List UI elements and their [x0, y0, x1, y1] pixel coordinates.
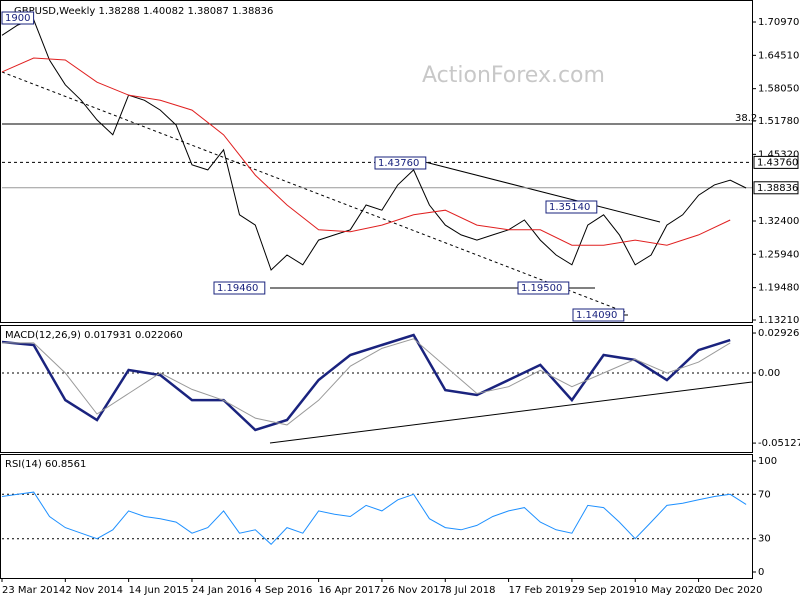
rsi-pane	[0, 454, 753, 579]
fib-label: 38.2	[735, 113, 757, 124]
y-tick-label: 1.25940	[758, 249, 799, 260]
pane-title: MACD(12,26,9) 0.017931 0.022060	[5, 330, 183, 341]
series-line	[1, 57, 731, 246]
level-label: 1.38836	[757, 183, 798, 194]
annotation-box	[572, 308, 625, 322]
x-tick-label: 16 Apr 2017	[319, 585, 381, 596]
macd-pane	[0, 325, 753, 453]
x-tick-label: 24 Jan 2016	[192, 585, 252, 596]
y-tick-label: 1.58050	[758, 84, 799, 95]
series-line	[1, 491, 747, 546]
series-line	[2, 338, 731, 426]
y-tick-label: -0.051279	[758, 438, 800, 449]
y-tick-label: 1.51780	[758, 116, 799, 127]
annotation: 1.19500	[521, 283, 562, 294]
annotation: 1900	[5, 13, 30, 24]
x-tick-label: 2 Nov 2014	[65, 585, 123, 596]
x-tick-label: 8 Jul 2018	[445, 585, 495, 596]
pane-frames	[0, 0, 753, 579]
y-tick-label: 1.64510	[758, 50, 799, 61]
y-tick-label: 1.45320	[758, 149, 799, 160]
y-tick-label: 30	[758, 534, 771, 545]
x-tick-label: 29 Sep 2019	[572, 585, 635, 596]
y-tick-label: 0.00	[758, 368, 780, 379]
y-tick-label: 0	[758, 567, 764, 578]
annotation-box	[517, 281, 570, 295]
series-line	[1, 19, 747, 271]
level-box	[753, 155, 799, 169]
pane-title: RSI(14) 60.8561	[5, 459, 86, 470]
y-tick-label: 1.19480	[758, 283, 799, 294]
y-tick-label: 100	[758, 456, 777, 467]
series-line	[1, 333, 731, 432]
x-tick-label: 26 Nov 2017	[382, 585, 446, 596]
watermark: ActionForex.com	[422, 63, 605, 88]
macd-trendline	[269, 381, 753, 444]
pane-title: GBPUSD,Weekly 1.38288 1.40082 1.38087 1.…	[14, 6, 273, 17]
y-tick-label: 0.029261	[758, 328, 800, 339]
annotation-box	[1, 11, 35, 25]
falling-trendline	[424, 161, 661, 223]
x-tick-label: 4 Sep 2016	[255, 585, 312, 596]
annotation-box	[374, 156, 427, 170]
y-tick-label: 1.13210	[758, 315, 799, 326]
y-tick-label: 1.70970	[758, 17, 799, 28]
x-tick-label: 14 Jun 2015	[129, 585, 189, 596]
y-tick-label: 70	[758, 489, 771, 500]
price-pane	[0, 0, 753, 323]
annotation-box	[213, 281, 266, 295]
y-tick-label: 1.32400	[758, 216, 799, 227]
x-tick-label: 17 Feb 2019	[509, 585, 571, 596]
level-label: 1.43760	[757, 157, 798, 168]
x-tick-label: 23 Mar 2014	[2, 585, 65, 596]
annotation: 1.19460	[217, 283, 258, 294]
annotation-box	[545, 200, 598, 214]
annotation: 1.35140	[549, 202, 590, 213]
x-tick-label: 10 May 2020	[635, 585, 700, 596]
annotation: 1.43760	[378, 158, 419, 169]
x-tick-label: 20 Dec 2020	[699, 585, 763, 596]
level-box	[753, 181, 799, 195]
annotation: 1.14090	[576, 310, 617, 321]
